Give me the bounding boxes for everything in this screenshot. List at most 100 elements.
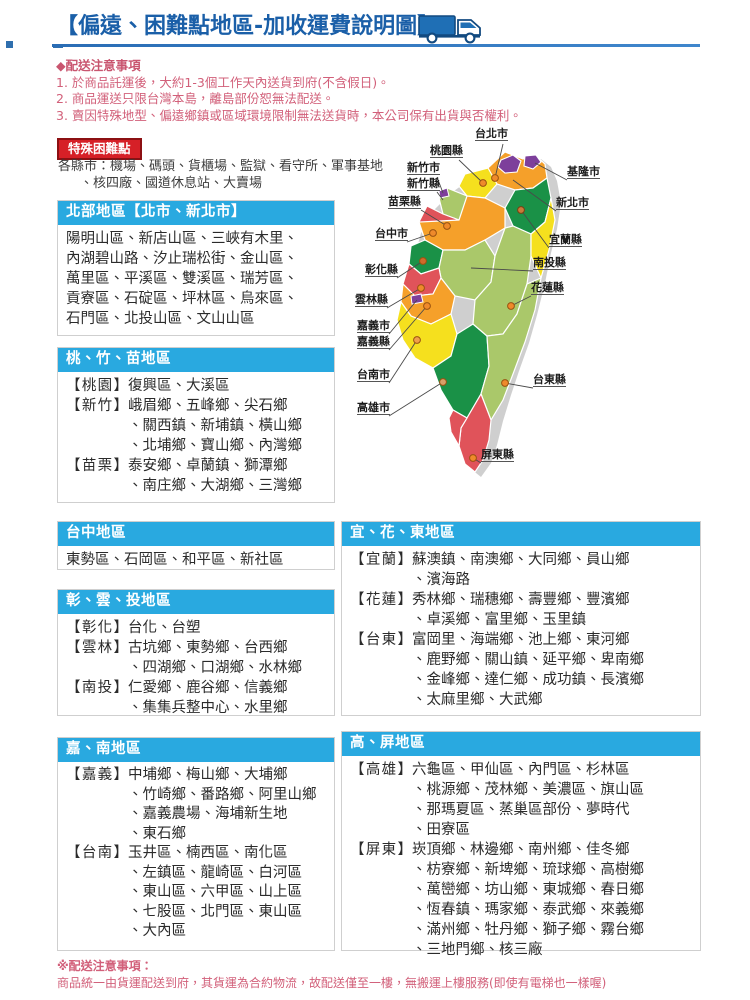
row-text: 仁愛鄉、鹿谷鄉、信義鄉 — [128, 680, 288, 696]
row-text: 、大內區 — [128, 923, 186, 939]
panel-row: 【屏東】、枋寮鄉、新埤鄉、琉球鄉、高樹鄉 — [350, 860, 694, 880]
decorative-mark-left — [6, 41, 13, 48]
map-label-nantou: 南投縣 — [533, 256, 566, 270]
row-text: 、七股區、北門區、東山區 — [128, 903, 302, 920]
special-line-2: 、核四廠、國道休息站、大賣場 — [80, 176, 263, 191]
region-panel-north: 北部地區【北市、新北市】 陽明山區、新店山區、三峽有木里、 內湖碧山路、汐止瑞松… — [57, 200, 335, 336]
page-title: 【偏遠、困難點地區-加收運費說明圖】 — [56, 14, 440, 39]
panel-row: 【屏東】、恆春鎮、瑪家鄉、泰武鄉、來義鄉 — [350, 900, 694, 920]
special-difficulty-badge: 特殊困難點 — [57, 138, 142, 160]
panel-title-yhd: 宜、花、東地區 — [342, 522, 700, 546]
region-panel-yilan-hualien-taitung: 宜、花、東地區 【宜蘭】蘇澳鎮、南澳鄉、大同鄉、員山鄉 【宜蘭】、濱海路 【花蓮… — [341, 521, 701, 716]
map-label-pingtung: 屏東縣 — [481, 448, 514, 462]
row-text: 、南庄鄉、大湖鄉、三灣鄉 — [128, 478, 302, 494]
row-tag: 【雲林】 — [66, 640, 128, 656]
panel-title-cyt: 彰、雲、投地區 — [58, 590, 334, 614]
panel-row: 萬里區、平溪區、雙溪區、瑞芳區、 — [66, 271, 298, 287]
panel-row: 【雲林】、四湖鄉、口湖鄉、水林鄉 — [66, 658, 328, 678]
panel-body-yhd: 【宜蘭】蘇澳鎮、南澳鄉、大同鄉、員山鄉 【宜蘭】、濱海路 【花蓮】秀林鄉、瑞穗鄉… — [342, 546, 700, 716]
panel-title-north: 北部地區【北市、新北市】 — [58, 201, 334, 225]
panel-body-chianan: 【嘉義】中埔鄉、梅山鄉、大埔鄉 【嘉義】、竹崎鄉、番路鄉、阿里山鄉 【嘉義】、嘉… — [58, 762, 334, 948]
row-text: 、集集兵整中心、水里鄉 — [128, 700, 288, 716]
map-label-kaohsiung: 高雄市 — [357, 401, 390, 415]
map-label-hsinchu-city: 新竹市 — [407, 161, 440, 175]
row-text: 、關西鎮、新埔鎮、橫山鄉 — [128, 418, 302, 434]
panel-title-taichung: 台中地區 — [58, 522, 334, 546]
panel-body-kp: 【高雄】六龜區、甲仙區、內門區、杉林區 【高雄】、桃源鄉、茂林鄉、美濃區、旗山區… — [342, 756, 700, 966]
row-text: 、竹崎鄉、番路鄉、阿里山鄉 — [128, 786, 317, 803]
map-label-chiayi-city: 嘉義市 — [357, 319, 390, 333]
row-text: 、左鎮區、龍崎區、白河區 — [128, 864, 302, 881]
panel-body-cyt: 【彰化】台化、台塑 【雲林】古坑鄉、東勢鄉、台西鄉 【雲林】、四湖鄉、口湖鄉、水… — [58, 614, 334, 724]
map-region-chiayi-city — [410, 293, 424, 305]
taiwan-map-svg — [386, 143, 568, 477]
row-text: 、恆春鎮、瑪家鄉、泰武鄉、來義鄉 — [412, 902, 644, 918]
panel-body-taichung: 東勢區、石岡區、和平區、新社區 — [58, 546, 334, 576]
panel-row: 【台東】富岡里、海端鄉、池上鄉、東河鄉 — [350, 630, 694, 650]
page-header: 【偏遠、困難點地區-加收運費說明圖】 — [0, 0, 750, 52]
panel-row: 【花蓮】、卓溪鄉、富里鄉、玉里鎮 — [350, 610, 694, 630]
panel-row: 【新竹】、北埔鄉、寶山鄉、內灣鄉 — [66, 436, 328, 456]
row-tag: 【台東】 — [350, 632, 412, 648]
region-panel-taoyuan-hsinchu-miaoli: 桃、竹、苗地區 【桃園】復興區、大溪區 【新竹】峨眉鄉、五峰鄉、尖石鄉 【新竹】… — [57, 347, 335, 503]
row-text: 蘇澳鎮、南澳鄉、大同鄉、員山鄉 — [412, 552, 630, 568]
panel-row: 【屏東】、滿州鄉、牡丹鄉、獅子鄉、霧台鄉 — [350, 920, 694, 940]
panel-row: 【高雄】、田寮區 — [350, 820, 694, 840]
special-line-1: 各縣市：機場、碼頭、貨櫃場、監獄、看守所、軍事基地 — [58, 159, 384, 174]
panel-row: 【高雄】、那瑪夏區、蒸巢區部份、夢時代 — [350, 800, 694, 820]
row-text: 、東石鄉 — [128, 825, 186, 842]
row-text: 、卓溪鄉、富里鄉、玉里鎮 — [412, 612, 586, 628]
map-label-taipei-city: 台北市 — [475, 127, 508, 141]
row-text: 、嘉義農場、海埔新生地 — [128, 806, 288, 822]
panel-row: 【嘉義】、嘉義農場、海埔新生地 — [66, 805, 328, 825]
panel-row: 內湖碧山路、汐止瑞松街、金山區、 — [66, 251, 298, 267]
panel-row: 【高雄】、桃源鄉、茂林鄉、美濃區、旗山區 — [350, 780, 694, 800]
special-difficulty-text: 各縣市：機場、碼頭、貨櫃場、監獄、看守所、軍事基地 、核四廠、國道休息站、大賣場 — [58, 158, 398, 192]
row-text: 秀林鄉、瑞穗鄉、壽豐鄉、豐濱鄉 — [412, 592, 630, 608]
row-text: 峨眉鄉、五峰鄉、尖石鄉 — [128, 398, 288, 414]
row-text: 、田寮區 — [412, 822, 470, 838]
row-text: 、枋寮鄉、新埤鄉、琉球鄉、高樹鄉 — [412, 862, 644, 878]
panel-row: 【花蓮】秀林鄉、瑞穗鄉、壽豐鄉、豐濱鄉 — [350, 590, 694, 610]
map-label-tainan: 台南市 — [357, 368, 390, 382]
panel-row: 【南投】仁愛鄉、鹿谷鄉、信義鄉 — [66, 678, 328, 698]
notice-line-1: 1. 於商品託運後，大約1-3個工作天內送貨到府(不含假日)。 — [56, 74, 390, 90]
footer-note: ※配送注意事項： 商品統一由貨運配送到府，其貨運為合約物流，故配送僅至一樓，無搬… — [57, 958, 606, 992]
row-text: 、那瑪夏區、蒸巢區部份、夢時代 — [412, 802, 630, 818]
row-tag: 【嘉義】 — [66, 767, 128, 783]
row-text: 、濱海路 — [412, 572, 470, 588]
panel-row: 【台東】、太麻里鄉、大武鄉 — [350, 690, 694, 710]
notice-line-2: 2. 商品運送只限台灣本島，離島部份恕無法配送。 — [56, 91, 335, 106]
row-tag: 【屏東】 — [350, 842, 412, 858]
map-label-yilan: 宜蘭縣 — [549, 233, 582, 247]
row-tag: 【南投】 — [66, 680, 128, 696]
row-text: 、萬巒鄉、坊山鄉、東城鄉、春日鄉 — [412, 882, 644, 898]
map-label-hualien: 花蓮縣 — [531, 281, 564, 295]
panel-row: 【台南】玉井區、楠西區、南化區 — [66, 844, 328, 864]
map-label-taoyuan: 桃園縣 — [430, 144, 463, 158]
row-text: 崁頂鄉、林邊鄉、南州鄉、佳冬鄉 — [412, 842, 630, 858]
map-label-changhua: 彰化縣 — [365, 263, 398, 277]
row-tag: 【高雄】 — [350, 762, 412, 778]
row-text: 泰安鄉、卓蘭鎮、獅潭鄉 — [128, 458, 288, 474]
footer-text: 商品統一由貨運配送到府，其貨運為合約物流，故配送僅至一樓，無搬運上樓服務(即使有… — [57, 976, 607, 990]
delivery-truck-icon — [418, 15, 481, 44]
footer-heading: ※配送注意事項： — [57, 959, 153, 973]
region-panel-changhua-yunlin-nantou: 彰、雲、投地區 【彰化】台化、台塑 【雲林】古坑鄉、東勢鄉、台西鄉 【雲林】、四… — [57, 589, 335, 716]
taiwan-county-map: 台北市 桃園縣 新竹市 新竹縣 苗栗縣 台中市 彰化縣 雲林縣 嘉義市 嘉義縣 … — [355, 128, 715, 508]
panel-title-chianan: 嘉、南地區 — [58, 738, 334, 762]
row-text: 、四湖鄉、口湖鄉、水林鄉 — [128, 660, 302, 676]
map-label-chiayi-county: 嘉義縣 — [357, 335, 390, 349]
panel-row: 【宜蘭】、濱海路 — [350, 570, 694, 590]
row-text: 、太麻里鄉、大武鄉 — [412, 692, 543, 708]
row-tag: 【宜蘭】 — [350, 552, 412, 568]
row-tag: 【彰化】 — [66, 620, 128, 636]
map-region-taitung — [480, 277, 542, 422]
map-label-taitung: 台東縣 — [533, 373, 566, 387]
panel-row: 【台南】、大內區 — [66, 922, 328, 942]
row-text: 、滿州鄉、牡丹鄉、獅子鄉、霧台鄉 — [412, 922, 644, 938]
panel-row: 【苗栗】、南庄鄉、大湖鄉、三灣鄉 — [66, 476, 328, 496]
notice-line-3: 3. 賣因特殊地型、偏遠鄉鎮或區域環境限制無法送貨時，本公司保有出貨與否權利。 — [56, 107, 522, 123]
row-text: 玉井區、楠西區、南化區 — [128, 845, 288, 861]
map-label-miaoli: 苗栗縣 — [388, 195, 421, 209]
